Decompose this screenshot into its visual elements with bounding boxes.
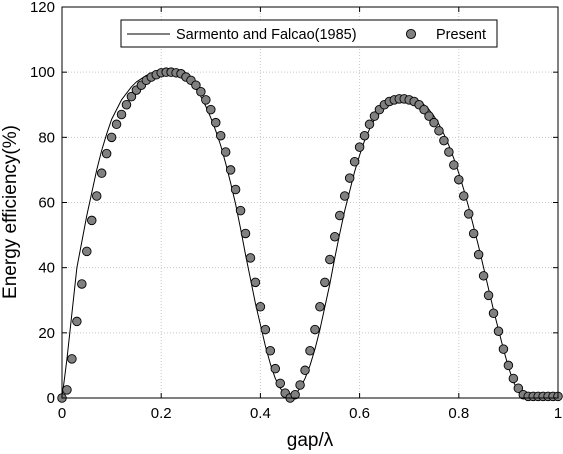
present-marker [230,184,241,195]
present-marker [77,279,87,289]
present-marker [330,231,340,242]
present-marker [468,228,479,239]
y-tick-label: 60 [38,195,55,212]
x-tick-label: 0.6 [349,405,370,422]
ticks: 0 0.2 0.4 0.6 0.8 1 0 20 40 60 80 100 120 [30,0,562,422]
grid [62,7,558,398]
present-marker [101,148,112,159]
present-marker [454,174,464,185]
present-marker [211,117,221,128]
present-marker [275,378,285,389]
present-marker [444,147,454,157]
present-marker [72,316,82,327]
present-marker [344,173,355,183]
present-marker [305,346,315,356]
present-marker [434,126,444,136]
y-tick-label: 0 [47,390,55,407]
present-marker [295,380,305,390]
present-marker [270,363,281,374]
legend-label-present: Present [436,27,486,43]
present-marker [290,389,300,400]
present-marker [508,373,519,384]
present-marker [116,109,127,120]
present-marker [62,385,72,395]
present-marker [300,365,310,376]
present-marker [91,191,102,201]
x-tick-label: 0 [58,405,66,422]
present-marker [463,209,474,219]
present-marker [488,308,499,319]
present-marker [255,302,266,312]
x-tick-label: 0.4 [250,405,271,422]
present-marker [206,104,216,115]
present-marker [459,191,469,201]
legend-box [120,19,498,48]
present-marker [191,80,201,90]
present-marker [250,277,261,288]
present-marker [369,111,380,121]
present-marker [493,326,504,336]
present-marker [424,111,434,121]
y-tick-label: 120 [30,0,55,16]
present-marker [235,205,246,216]
present-marker [503,360,514,371]
present-marker [364,119,375,130]
x-tick-label: 0.8 [448,405,469,422]
y-tick-label: 40 [38,260,55,277]
present-marker [315,302,325,312]
present-marker [96,168,107,178]
present-marker [215,130,226,141]
present-marker [478,271,489,281]
present-marker [349,157,360,167]
present-marker [359,130,370,141]
present-marker [439,135,449,146]
present-marker [265,346,276,356]
x-tick-label: 0.2 [151,405,172,422]
present-marker [310,324,320,335]
present-marker [111,119,122,130]
present-marker [67,354,77,364]
present-marker [339,191,350,201]
present-marker [498,344,509,354]
present-marker [240,228,251,239]
present-marker [473,249,484,260]
present-marker [196,86,206,97]
present-marker [126,91,137,102]
present-marker [87,215,97,226]
y-tick-label: 80 [38,129,55,146]
x-axis-label: gap/λ [287,430,334,451]
present-marker [260,324,271,335]
present-marker [82,246,92,257]
legend: Sarmento and Falcao(1985) Present [120,19,498,48]
plot-frame [61,6,559,399]
legend-label-sarmento: Sarmento and Falcao(1985) [176,27,357,43]
present-marker [449,160,459,170]
present-marker [320,277,330,288]
present-marker [106,132,117,143]
present-marker [419,104,429,115]
series-layer [57,67,563,403]
present-marker [245,253,256,263]
present-marker [225,165,236,175]
y-axis-label: Energy efficiency(%) [0,125,21,299]
present-marker [483,290,494,301]
present-marker [429,117,439,128]
present-marker [325,254,335,265]
present-marker [220,147,231,157]
y-tick-label: 100 [30,64,55,81]
x-tick-label: 1 [554,405,562,422]
legend-marker-swatch [405,28,417,40]
present-marker [335,210,345,221]
present-marker [513,383,524,393]
y-tick-label: 20 [38,325,55,342]
present-marker [354,142,365,152]
present-marker [201,95,211,105]
present-marker [121,99,132,110]
